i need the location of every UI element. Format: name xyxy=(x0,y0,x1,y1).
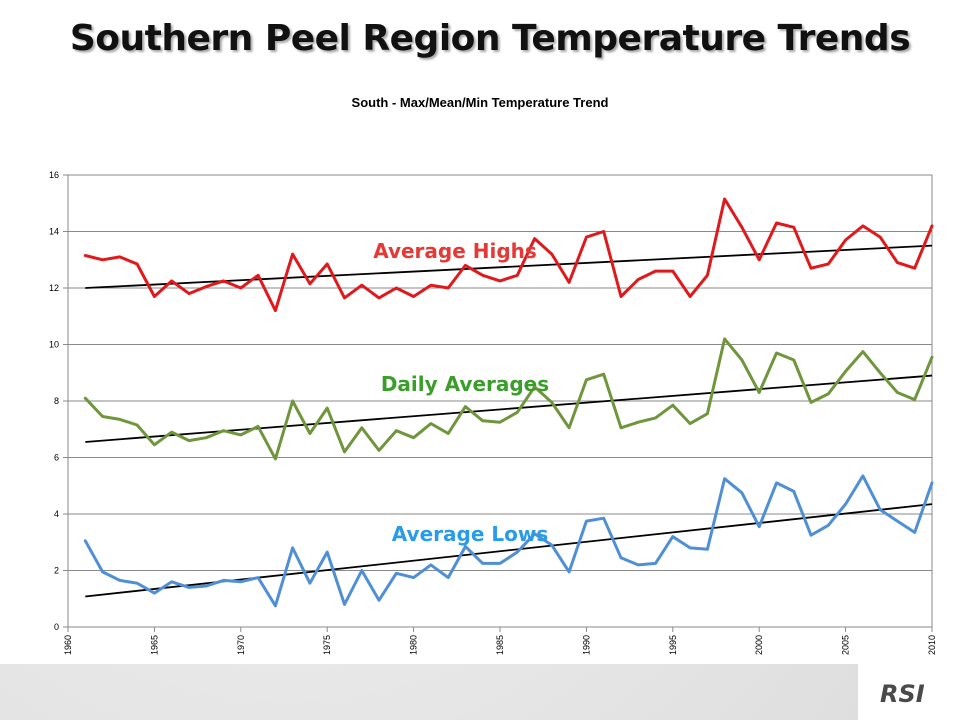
x-tick-label: 2000 xyxy=(754,635,764,655)
temperature-trend-chart: South - Max/Mean/Min Temperature Trend 0… xyxy=(0,78,960,664)
x-tick-label: 2005 xyxy=(841,635,851,655)
x-tick-label: 1980 xyxy=(409,635,419,655)
annotation-daily-averages: Daily Averages xyxy=(381,372,549,396)
series-annotations: Average Highs Daily Averages Average Low… xyxy=(373,239,549,546)
series-line-means xyxy=(83,337,934,461)
x-axis-ticks: 1960 1965 1970 1975 1980 1985 1990 1995 2000 2005… xyxy=(63,626,937,655)
gridlines xyxy=(68,231,932,571)
x-tick-label: 1995 xyxy=(668,635,678,655)
x-tick-label: 1970 xyxy=(236,635,246,655)
y-tick-label: 10 xyxy=(49,340,59,350)
y-tick-label: 12 xyxy=(49,283,59,293)
y-axis-ticks: 0 2 4 6 8 10 12 14 16 xyxy=(49,170,68,632)
y-tick-label: 0 xyxy=(54,622,59,632)
chart-area xyxy=(0,78,960,664)
series-lines xyxy=(83,197,934,608)
y-tick-label: 14 xyxy=(49,227,59,237)
y-tick-label: 8 xyxy=(54,396,59,406)
x-tick-label: 1960 xyxy=(63,635,73,655)
title-bar xyxy=(0,0,960,78)
y-tick-label: 6 xyxy=(54,453,59,463)
x-tick-label: 2010 xyxy=(927,635,937,655)
y-tick-label: 2 xyxy=(54,566,59,576)
x-tick-label: 1965 xyxy=(149,635,159,655)
annotation-average-highs: Average Highs xyxy=(373,239,537,263)
slide-title: Southern Peel Region Temperature Trends xyxy=(69,18,911,59)
chart-title: South - Max/Mean/Min Temperature Trend xyxy=(352,95,609,110)
y-tick-label: 16 xyxy=(49,170,59,180)
series-line-highs xyxy=(83,197,934,313)
rsi-logo-text: RSI xyxy=(880,680,925,708)
x-tick-label: 1975 xyxy=(322,635,332,655)
series-line-lows xyxy=(83,474,934,608)
rsi-logo xyxy=(858,664,960,720)
x-tick-label: 1985 xyxy=(495,635,505,655)
annotation-average-lows: Average Lows xyxy=(392,522,548,546)
y-tick-label: 4 xyxy=(54,509,59,519)
x-tick-label: 1990 xyxy=(581,635,591,655)
